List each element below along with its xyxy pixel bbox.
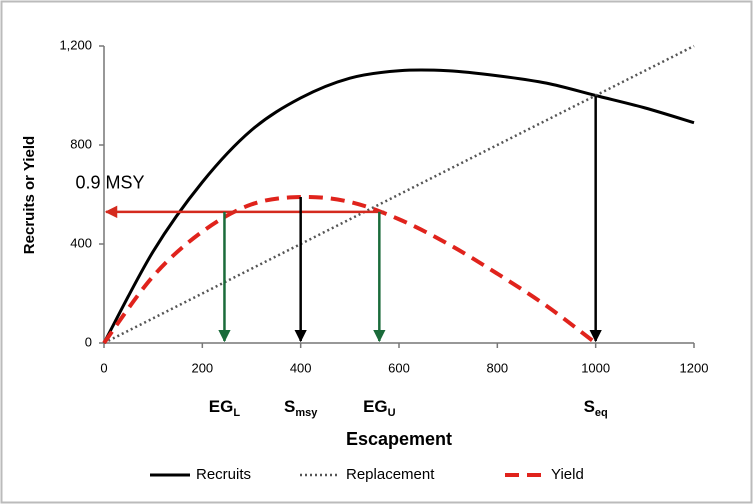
drop-label-sub: eq — [595, 407, 608, 419]
drop-label-sub: msy — [295, 407, 318, 419]
x-tick-label: 800 — [486, 360, 508, 375]
legend-label: Replacement — [346, 466, 435, 483]
x-tick-label: 400 — [290, 360, 312, 375]
drop-label: Smsy — [284, 397, 318, 418]
x-tick-label: 200 — [191, 360, 213, 375]
x-tick-label: 600 — [388, 360, 410, 375]
drop-label-main: EG — [209, 397, 234, 416]
drop-label-sub: U — [388, 407, 396, 419]
msy-label: 0.9 MSY — [75, 173, 144, 193]
x-tick-label: 1200 — [680, 360, 709, 375]
y-tick-label: 1,200 — [59, 37, 92, 52]
x-axis-label: Escapement — [346, 429, 452, 449]
drop-label: EGU — [363, 397, 396, 418]
x-tick-label: 1000 — [581, 360, 610, 375]
drop-label-main: EG — [363, 397, 388, 416]
drop-label-main: S — [284, 397, 295, 416]
y-tick-label: 0 — [85, 334, 92, 349]
y-axis-label: Recruits or Yield — [21, 136, 38, 254]
drop-label: EGL — [209, 397, 241, 418]
x-tick-label: 0 — [100, 360, 107, 375]
drop-label-main: S — [584, 397, 595, 416]
series-line — [102, 194, 597, 345]
legend-label: Recruits — [196, 466, 251, 483]
y-tick-label: 800 — [70, 136, 92, 151]
drop-label: Seq — [584, 397, 608, 418]
y-tick-label: 400 — [70, 235, 92, 250]
drop-label-sub: L — [233, 407, 240, 419]
legend-label: Yield — [551, 466, 584, 483]
